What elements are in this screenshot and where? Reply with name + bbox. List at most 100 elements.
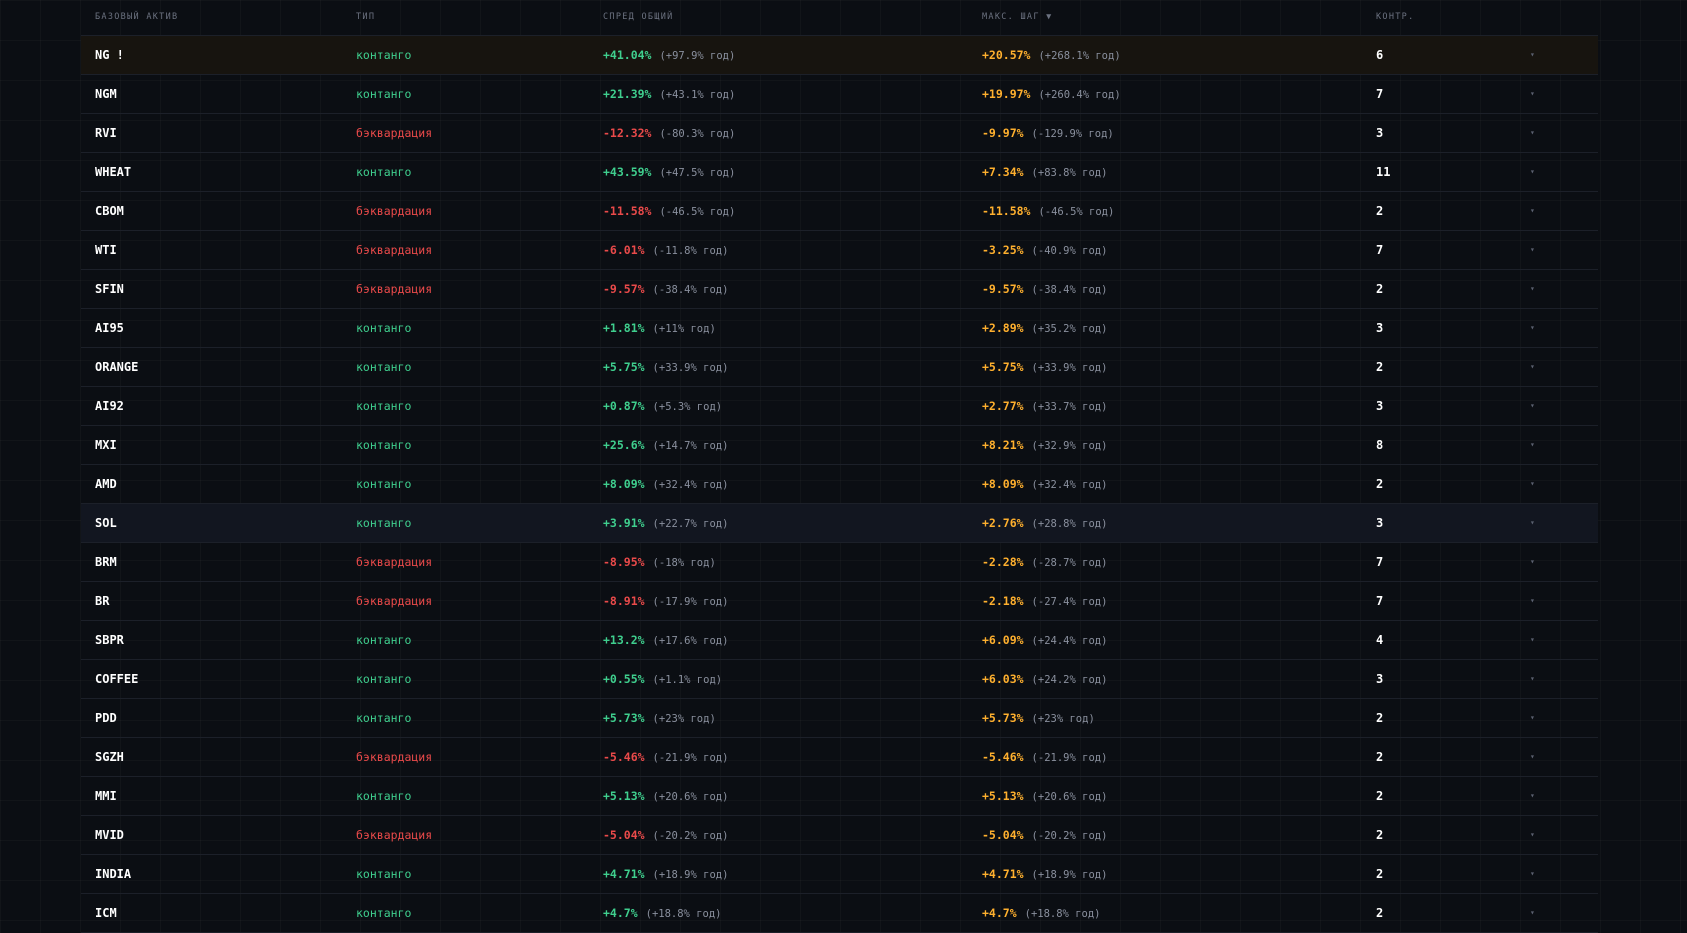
table-row[interactable]: NGM контанго +21.39% (+43.1% год) +19.97% (+2… bbox=[81, 75, 1598, 114]
contract-count: 3 bbox=[1376, 126, 1384, 140]
chevron-down-icon[interactable]: ▾ bbox=[1530, 245, 1535, 254]
chevron-down-icon[interactable]: ▾ bbox=[1530, 830, 1535, 839]
contract-count: 3 bbox=[1376, 516, 1384, 530]
chevron-down-icon[interactable]: ▾ bbox=[1530, 401, 1535, 410]
column-header-contracts[interactable]: КОНТР. bbox=[1376, 12, 1415, 22]
column-header-max-step[interactable]: МАКС. ШАГ ▼ bbox=[982, 12, 1053, 22]
chevron-down-icon[interactable]: ▾ bbox=[1530, 869, 1535, 878]
max-step: +2.76% (+28.8% год) bbox=[982, 504, 1107, 542]
asset-ticker: INDIA bbox=[95, 867, 132, 881]
table-row[interactable]: MMI контанго +5.13% (+20.6% год) +5.13% (+20.… bbox=[81, 777, 1598, 816]
chevron-down-icon[interactable]: ▾ bbox=[1530, 284, 1535, 293]
asset-ticker: WHEAT bbox=[95, 165, 132, 179]
spread-type: бэквардация bbox=[356, 828, 433, 842]
table-row[interactable]: WTI бэквардация -6.01% (-11.8% год) -3.25% (-… bbox=[81, 231, 1598, 270]
asset-ticker: BRM bbox=[95, 555, 117, 569]
asset-ticker: COFFEE bbox=[95, 672, 139, 686]
max-step: +20.57% (+268.1% год) bbox=[982, 36, 1121, 74]
total-spread-value: +25.6% bbox=[603, 438, 645, 452]
contract-count: 3 bbox=[1376, 672, 1384, 686]
column-header-type[interactable]: ТИП bbox=[356, 12, 376, 22]
table-row[interactable]: AI92 контанго +0.87% (+5.3% год) +2.77% (+33.… bbox=[81, 387, 1598, 426]
total-spread-annual: (-20.2% год) bbox=[652, 830, 729, 842]
table-row[interactable]: MVID бэквардация -5.04% (-20.2% год) -5.04% (… bbox=[81, 816, 1598, 855]
table-row[interactable]: PDD контанго +5.73% (+23% год) +5.73% (+23% г… bbox=[81, 699, 1598, 738]
max-step-value: +8.21% bbox=[982, 438, 1024, 452]
spread-type: контанго bbox=[356, 867, 412, 881]
table-row[interactable]: SFIN бэквардация -9.57% (-38.4% год) -9.57% (… bbox=[81, 270, 1598, 309]
chevron-down-icon[interactable]: ▾ bbox=[1530, 323, 1535, 332]
contract-count: 2 bbox=[1376, 711, 1384, 725]
chevron-down-icon[interactable]: ▾ bbox=[1530, 596, 1535, 605]
spread-type: контанго bbox=[356, 711, 412, 725]
chevron-down-icon[interactable]: ▾ bbox=[1530, 167, 1535, 176]
total-spread-annual: (+1.1% год) bbox=[652, 674, 723, 686]
chevron-down-icon[interactable]: ▾ bbox=[1530, 89, 1535, 98]
asset-ticker: NGM bbox=[95, 87, 117, 101]
table-row[interactable]: SGZH бэквардация -5.46% (-21.9% год) -5.46% (… bbox=[81, 738, 1598, 777]
contract-count: 2 bbox=[1376, 360, 1384, 374]
max-step-annual: (+18.9% год) bbox=[1031, 869, 1108, 881]
futures-spread-table: БАЗОВЫЙ АКТИВ ТИП СПРЕД ОБЩИЙ МАКС. ШАГ … bbox=[81, 0, 1598, 933]
table-row[interactable]: RVI бэквардация -12.32% (-80.3% год) -9.97% (… bbox=[81, 114, 1598, 153]
max-step-annual: (+20.6% год) bbox=[1031, 791, 1108, 803]
table-row[interactable]: CBOM бэквардация -11.58% (-46.5% год) -11.58… bbox=[81, 192, 1598, 231]
total-spread-annual: (-17.9% год) bbox=[652, 596, 729, 608]
asset-ticker: AMD bbox=[95, 477, 117, 491]
contract-count: 2 bbox=[1376, 906, 1384, 920]
chevron-down-icon[interactable]: ▾ bbox=[1530, 206, 1535, 215]
total-spread: +4.71% (+18.9% год) bbox=[603, 855, 728, 893]
total-spread: -12.32% (-80.3% год) bbox=[603, 114, 735, 152]
spread-type: контанго bbox=[356, 321, 412, 335]
max-step-annual: (+24.4% год) bbox=[1031, 635, 1108, 647]
total-spread: -9.57% (-38.4% год) bbox=[603, 270, 728, 308]
contract-count: 6 bbox=[1376, 48, 1384, 62]
spread-type: контанго bbox=[356, 87, 412, 101]
chevron-down-icon[interactable]: ▾ bbox=[1530, 557, 1535, 566]
table-row[interactable]: MXI контанго +25.6% (+14.7% год) +8.21% (+32.… bbox=[81, 426, 1598, 465]
table-row[interactable]: AI95 контанго +1.81% (+11% год) +2.89% (+35.2… bbox=[81, 309, 1598, 348]
table-row[interactable]: SBPR контанго +13.2% (+17.6% год) +6.09% (+24… bbox=[81, 621, 1598, 660]
total-spread-annual: (-21.9% год) bbox=[652, 752, 729, 764]
chevron-down-icon[interactable]: ▾ bbox=[1530, 713, 1535, 722]
total-spread-value: +13.2% bbox=[603, 633, 645, 647]
chevron-down-icon[interactable]: ▾ bbox=[1530, 440, 1535, 449]
max-step: +6.09% (+24.4% год) bbox=[982, 621, 1107, 659]
table-row[interactable]: SOL контанго +3.91% (+22.7% год) +2.76% (+28.… bbox=[81, 504, 1598, 543]
column-header-asset[interactable]: БАЗОВЫЙ АКТИВ bbox=[95, 12, 179, 22]
max-step-annual: (+268.1% год) bbox=[1038, 50, 1121, 62]
max-step-annual: (-20.2% год) bbox=[1031, 830, 1108, 842]
max-step-value: +5.73% bbox=[982, 711, 1024, 725]
table-row[interactable]: INDIA контанго +4.71% (+18.9% год) +4.71% (+1… bbox=[81, 855, 1598, 894]
max-step-annual: (-129.9% год) bbox=[1031, 128, 1114, 140]
max-step-value: +20.57% bbox=[982, 48, 1031, 62]
chevron-down-icon[interactable]: ▾ bbox=[1530, 752, 1535, 761]
spread-type: бэквардация bbox=[356, 126, 433, 140]
chevron-down-icon[interactable]: ▾ bbox=[1530, 635, 1535, 644]
chevron-down-icon[interactable]: ▾ bbox=[1530, 908, 1535, 917]
chevron-down-icon[interactable]: ▾ bbox=[1530, 518, 1535, 527]
chevron-down-icon[interactable]: ▾ bbox=[1530, 362, 1535, 371]
table-row[interactable]: ICM контанго +4.7% (+18.8% год) +4.7% (+18.8%… bbox=[81, 894, 1598, 933]
table-row[interactable]: WHEAT контанго +43.59% (+47.5% год) +7.34% (+… bbox=[81, 153, 1598, 192]
table-row[interactable]: ORANGE контанго +5.75% (+33.9% год) +5.75% (+… bbox=[81, 348, 1598, 387]
chevron-down-icon[interactable]: ▾ bbox=[1530, 674, 1535, 683]
max-step-value: +2.77% bbox=[982, 399, 1024, 413]
chevron-down-icon[interactable]: ▾ bbox=[1530, 791, 1535, 800]
table-row[interactable]: BR бэквардация -8.91% (-17.9% год) -2.18% (-2… bbox=[81, 582, 1598, 621]
max-step: +2.77% (+33.7% год) bbox=[982, 387, 1107, 425]
max-step: -5.46% (-21.9% год) bbox=[982, 738, 1107, 776]
table-row[interactable]: NG ! контанго +41.04% (+97.9% год) +20.57% (+… bbox=[81, 36, 1598, 75]
table-row[interactable]: COFFEE контанго +0.55% (+1.1% год) +6.03% (+2… bbox=[81, 660, 1598, 699]
table-row[interactable]: BRM бэквардация -8.95% (-18% год) -2.28% (-28… bbox=[81, 543, 1598, 582]
chevron-down-icon[interactable]: ▾ bbox=[1530, 128, 1535, 137]
chevron-down-icon[interactable]: ▾ bbox=[1530, 479, 1535, 488]
table-row[interactable]: AMD контанго +8.09% (+32.4% год) +8.09% (+32.… bbox=[81, 465, 1598, 504]
chevron-down-icon[interactable]: ▾ bbox=[1530, 50, 1535, 59]
contract-count: 7 bbox=[1376, 87, 1384, 101]
total-spread-annual: (-38.4% год) bbox=[652, 284, 729, 296]
max-step-annual: (+23% год) bbox=[1031, 713, 1095, 725]
max-step: -11.58% (-46.5% год) bbox=[982, 192, 1114, 230]
column-header-spread[interactable]: СПРЕД ОБЩИЙ bbox=[603, 12, 674, 22]
total-spread-annual: (+43.1% год) bbox=[659, 89, 736, 101]
